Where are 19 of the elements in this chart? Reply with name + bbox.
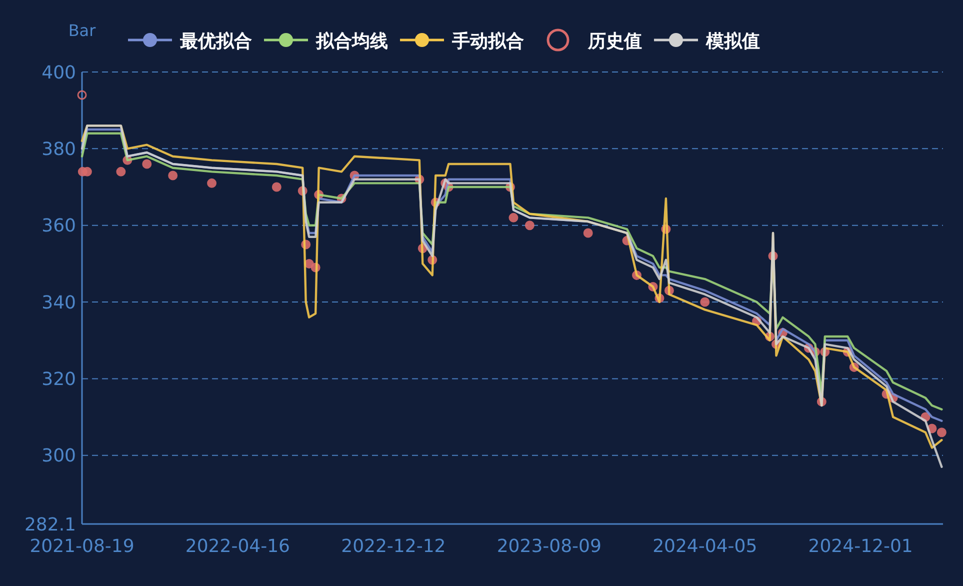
y-tick-label: 380 <box>42 138 76 160</box>
y-tick-label: 300 <box>42 446 76 467</box>
x-tick-label: 2023-08-09 <box>496 536 602 557</box>
legend-label: 最优拟合 <box>179 31 252 52</box>
y-tick-label: 282.1 <box>24 514 76 536</box>
x-tick-label: 2024-12-01 <box>808 536 913 557</box>
y-tick-label: 320 <box>42 369 76 390</box>
legend-label: 手动拟合 <box>451 31 524 52</box>
x-tick-label: 2022-04-16 <box>185 536 290 557</box>
y-tick-label: 340 <box>42 292 76 314</box>
legend-label: 模拟值 <box>705 31 760 52</box>
x-tick-label: 2024-04-05 <box>652 536 758 557</box>
x-tick-label: 2021-08-19 <box>30 536 134 557</box>
y-tick-label: 360 <box>42 216 76 237</box>
y-tick-label: 400 <box>42 62 76 84</box>
legend-label: 拟合均线 <box>315 31 388 52</box>
x-tick-label: 2022-12-12 <box>341 536 446 557</box>
y-axis-title: Bar <box>68 21 96 40</box>
legend-label: 历史值 <box>587 31 642 52</box>
